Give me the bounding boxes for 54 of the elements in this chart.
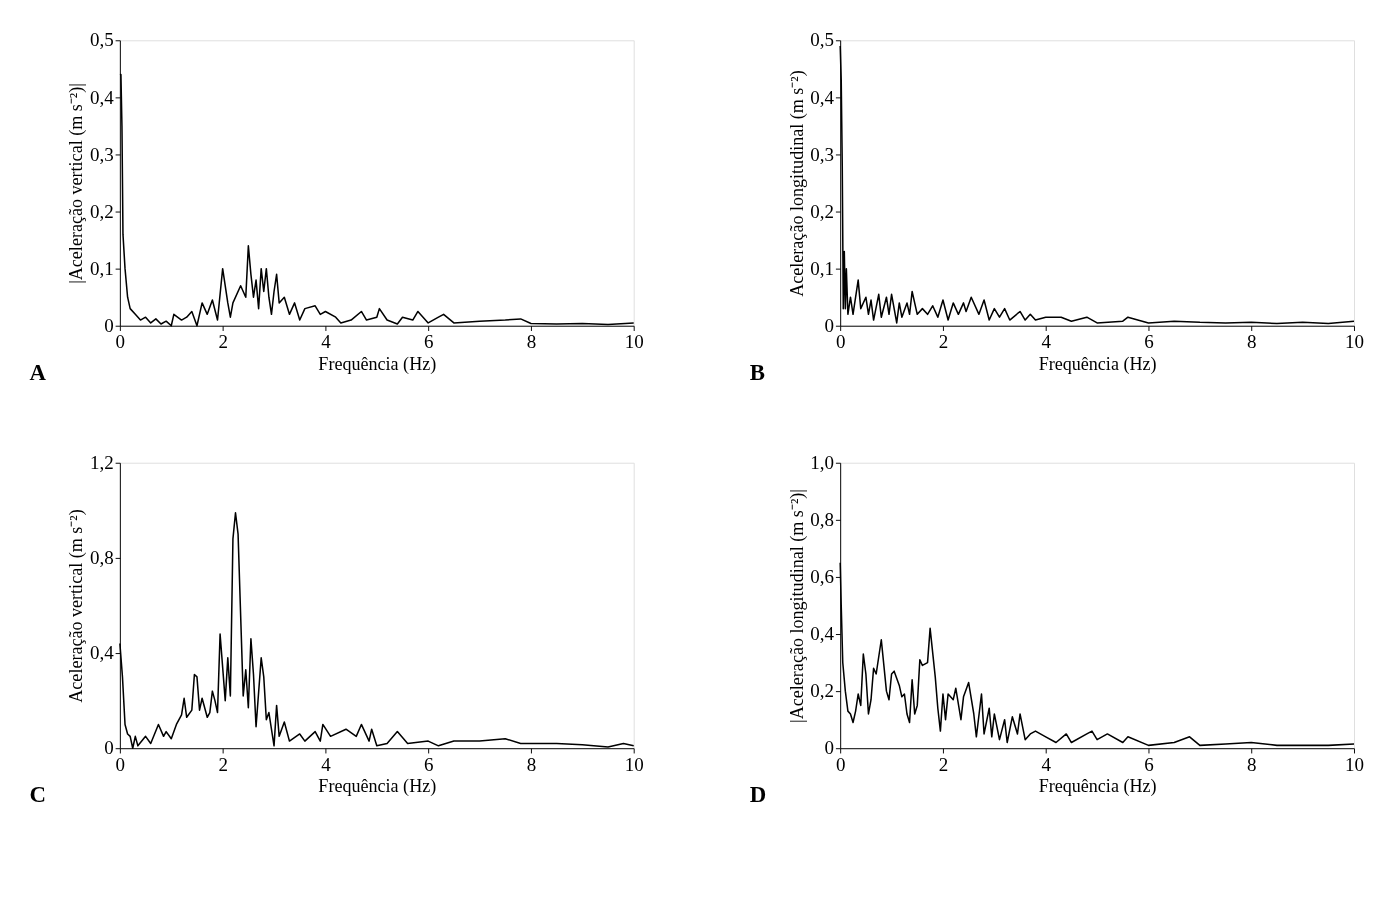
x-axis-title: Frequência (Hz) xyxy=(318,776,437,798)
y-tick-label: 0,8 xyxy=(810,509,835,531)
x-tick-label: 10 xyxy=(624,753,644,775)
y-tick-label: 0 xyxy=(824,737,835,759)
x-tick-label: 10 xyxy=(1344,331,1364,353)
y-tick-label: 1,0 xyxy=(810,451,835,473)
y-axis-title: Aceleração vertical (m s⁻²) xyxy=(66,509,88,703)
y-tick-label: 0,1 xyxy=(810,257,835,279)
x-tick-label: 4 xyxy=(321,753,332,775)
x-axis-title: Frequência (Hz) xyxy=(318,354,437,375)
text: D xyxy=(749,782,767,808)
x-tick-label: 10 xyxy=(1344,753,1364,775)
text: B xyxy=(749,359,766,385)
y-tick-label: 0,8 xyxy=(89,547,114,569)
x-tick-label: 4 xyxy=(1041,753,1052,775)
y-tick-label: 0,2 xyxy=(810,680,835,702)
x-tick-label: 8 xyxy=(1246,753,1257,775)
text: A xyxy=(29,359,47,385)
y-axis-title: Aceleração longitudinal (m s⁻²) xyxy=(786,70,808,297)
y-tick-label: 1,2 xyxy=(89,451,114,473)
y-axis-title: |Aceleração vertical (m s⁻²)| xyxy=(66,83,88,284)
y-tick-label: 0,2 xyxy=(810,200,835,222)
text: C xyxy=(29,782,46,808)
x-tick-label: 6 xyxy=(423,331,434,353)
x-tick-label: 2 xyxy=(218,753,228,775)
y-tick-label: 0,3 xyxy=(89,143,114,165)
x-tick-label: 6 xyxy=(1144,753,1154,775)
y-tick-label: 0,2 xyxy=(89,200,114,222)
x-tick-label: 2 xyxy=(218,331,228,353)
y-tick-label: 0 xyxy=(104,314,114,336)
y-tick-label: 0,4 xyxy=(810,623,835,645)
y-tick-label: 0,6 xyxy=(810,566,835,588)
y-tick-label: 0,4 xyxy=(89,86,115,108)
x-tick-label: 8 xyxy=(1246,331,1257,353)
x-tick-label: 6 xyxy=(423,753,434,775)
x-tick-label: 6 xyxy=(1144,331,1154,353)
y-tick-label: 0,5 xyxy=(89,29,114,51)
x-tick-label: 2 xyxy=(938,753,949,775)
y-tick-label: 0,4 xyxy=(89,642,115,664)
y-tick-label: 0,1 xyxy=(89,257,114,279)
x-tick-label: 2 xyxy=(938,331,949,353)
x-tick-label: 4 xyxy=(1041,331,1052,353)
x-axis-title: Frequência (Hz) xyxy=(1038,776,1157,798)
y-tick-label: 0,3 xyxy=(810,143,835,165)
y-tick-label: 0 xyxy=(104,737,114,759)
x-axis-title: Frequência (Hz) xyxy=(1038,354,1157,375)
y-tick-label: 0,4 xyxy=(810,86,835,108)
y-axis-title: |Aceleração longitudinal (m s⁻²)| xyxy=(786,489,808,723)
y-tick-label: 0 xyxy=(824,314,835,336)
x-tick-label: 8 xyxy=(526,753,537,775)
x-tick-label: 4 xyxy=(321,331,332,353)
y-tick-label: 0,5 xyxy=(810,29,835,51)
x-tick-label: 10 xyxy=(624,331,644,353)
x-tick-label: 8 xyxy=(526,331,537,353)
